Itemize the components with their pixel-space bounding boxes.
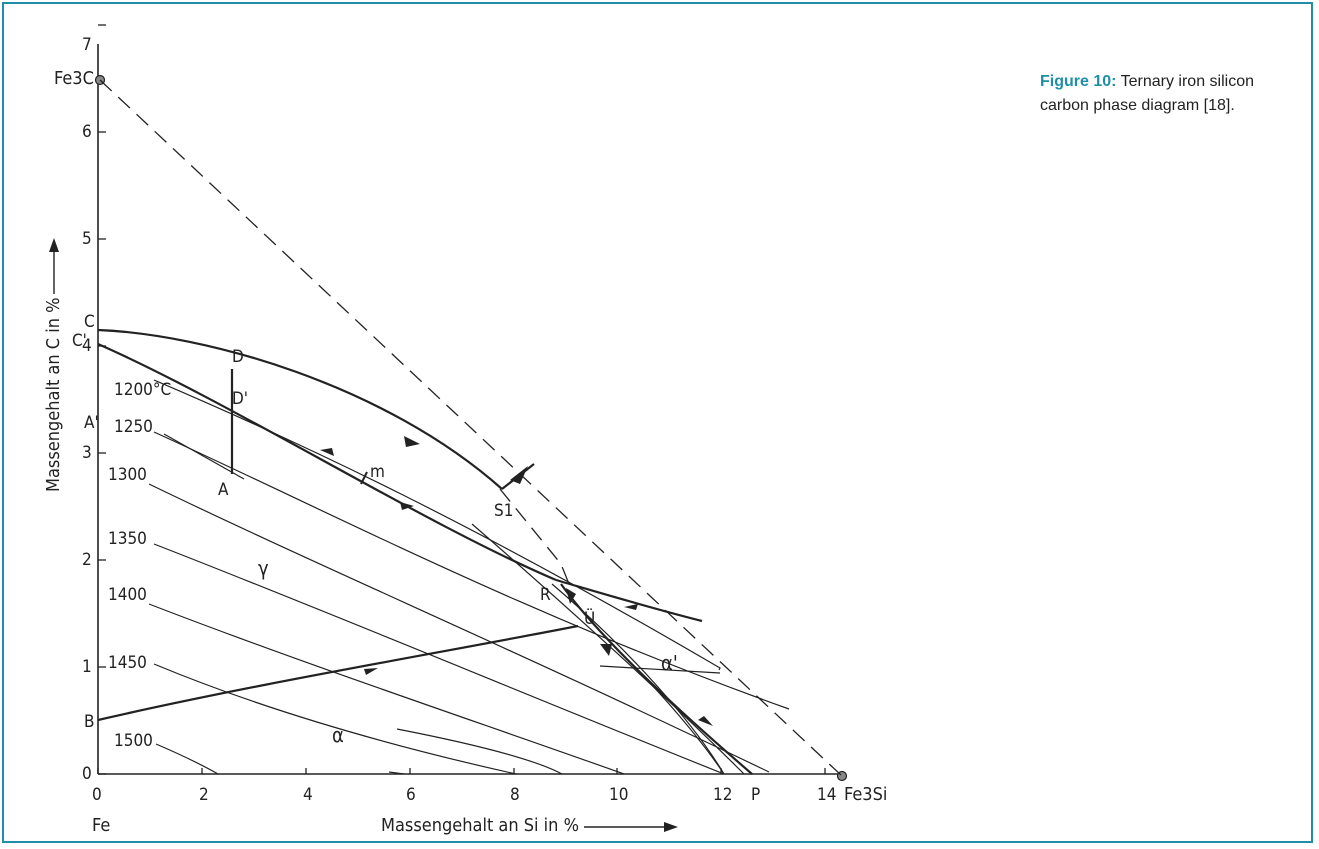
phase-labels: γ α α' [258,556,678,747]
arrow-forward [400,502,414,510]
curve-c-prime-r [97,342,557,582]
curve-r-end [555,578,703,623]
axes [97,44,846,775]
x-tick-label: 6 [406,785,416,805]
point-label-c-prime: C' [72,331,87,351]
isotherm-1500 [155,743,219,775]
y-tick-label: 0 [82,764,92,784]
isotherm-beyond-2 [388,771,405,775]
fe3c-fe3si-tie-line [99,79,843,777]
isotherm-right-2 [551,583,725,775]
isotherm-p1 [163,433,245,480]
point-label-d: D [232,347,244,367]
isotherm-1200-ext [599,665,721,674]
arrow-r-p-2 [600,644,612,656]
isotherm-label: 1500 [114,731,153,751]
point-label-b: B [84,712,95,732]
y-tick-label: 1 [82,657,92,677]
fe-label: Fe [92,815,110,836]
point-label-p: P [751,785,760,805]
point-label-u: Ü [584,607,595,629]
isotherm-label: 1200°C [114,380,171,400]
arrow-r-p-3 [698,716,713,726]
curve-arrows [320,436,713,726]
point-label-m: m [370,462,385,482]
fe3si-label: Fe3Si [844,784,887,805]
boundary-curves [97,328,753,775]
x-tick-labels: 0 2 4 6 8 10 12 14 [92,785,836,805]
y-tick-label: 3 [82,443,92,463]
isotherm-1200 [153,379,721,671]
isotherm-label: 1350 [108,529,147,549]
point-label-r: R [540,585,551,605]
arrow-r-p-1 [566,588,576,604]
isotherm-labels: 1200°C 1250 1300 1350 1400 1450 1500 [108,380,171,751]
y-tick-label: 7 [82,35,92,55]
isotherm-1350 [153,543,725,775]
x-tick-label: 12 [713,785,732,805]
figure-caption: Figure 10: Ternary iron silicon carbon p… [1040,70,1290,118]
y-tick-label: 2 [82,550,92,570]
curve-c-s1 [97,328,503,490]
phase-label-alpha-prime: α' [661,651,678,675]
phase-label-alpha: α [332,723,344,747]
isotherm-label: 1250 [114,417,153,437]
x-tick-label: 4 [303,785,313,805]
x-tick-label: 14 [817,785,836,805]
isotherm-label: 1450 [108,653,147,673]
isotherms [148,379,790,775]
point-label-a-prime: A' [84,413,99,433]
isotherm-right-1 [471,523,745,775]
curve-b-u [97,624,579,722]
isotherm-1450 [153,663,517,775]
x-tick-label: 0 [92,785,102,805]
phase-label-gamma: γ [258,556,269,580]
fe3c-label: Fe3C [54,68,94,89]
y-tick-label: 6 [82,122,92,142]
y-tick-labels: 0 1 2 3 4 5 6 7 [82,35,92,784]
isotherm-1250 [153,431,790,710]
point-label-d-prime: D' [232,389,248,409]
x-tick-label: 2 [199,785,209,805]
isotherm-beyond-1 [396,728,563,775]
arrow-c-s1-2 [510,466,528,484]
arrow-c-s1 [404,436,420,447]
isotherm-1300 [148,483,770,773]
point-labels: C C' D D' A A' B m S1 R Ü P [72,312,760,805]
curve-r-p [560,583,753,775]
axis-ticks [97,24,826,775]
caption-label: Figure 10: [1040,73,1117,90]
y-tick-label: 4 [82,336,92,356]
isotherm-1400 [148,603,625,775]
point-label-s1: S1 [494,501,513,521]
point-label-a: A [218,480,229,500]
y-tick-label: 5 [82,229,92,249]
y-axis-arrowhead [49,238,59,252]
x-axis-label: Massengehalt an Si in % [381,815,579,836]
isotherm-label: 1300 [108,465,147,485]
arrow-right-curve [624,604,638,610]
arrow-back [320,448,334,456]
arrow-b-u [364,668,378,675]
dashed-lines [99,79,843,777]
x-tick-label: 10 [609,785,628,805]
m-marker [360,471,368,485]
caption-text: Ternary iron silicon carbon phase diagra… [1040,73,1255,114]
y-axis-label: Massengehalt an C in % [43,297,64,492]
x-tick-label: 8 [510,785,520,805]
x-axis-arrowhead [664,822,678,832]
point-label-c: C [84,312,95,332]
phase-diagram: 0 2 4 6 8 10 12 14 0 1 2 3 4 5 6 7 Masse… [43,24,887,836]
s1-dashed-valley [499,488,570,585]
isotherm-label: 1400 [108,585,147,605]
